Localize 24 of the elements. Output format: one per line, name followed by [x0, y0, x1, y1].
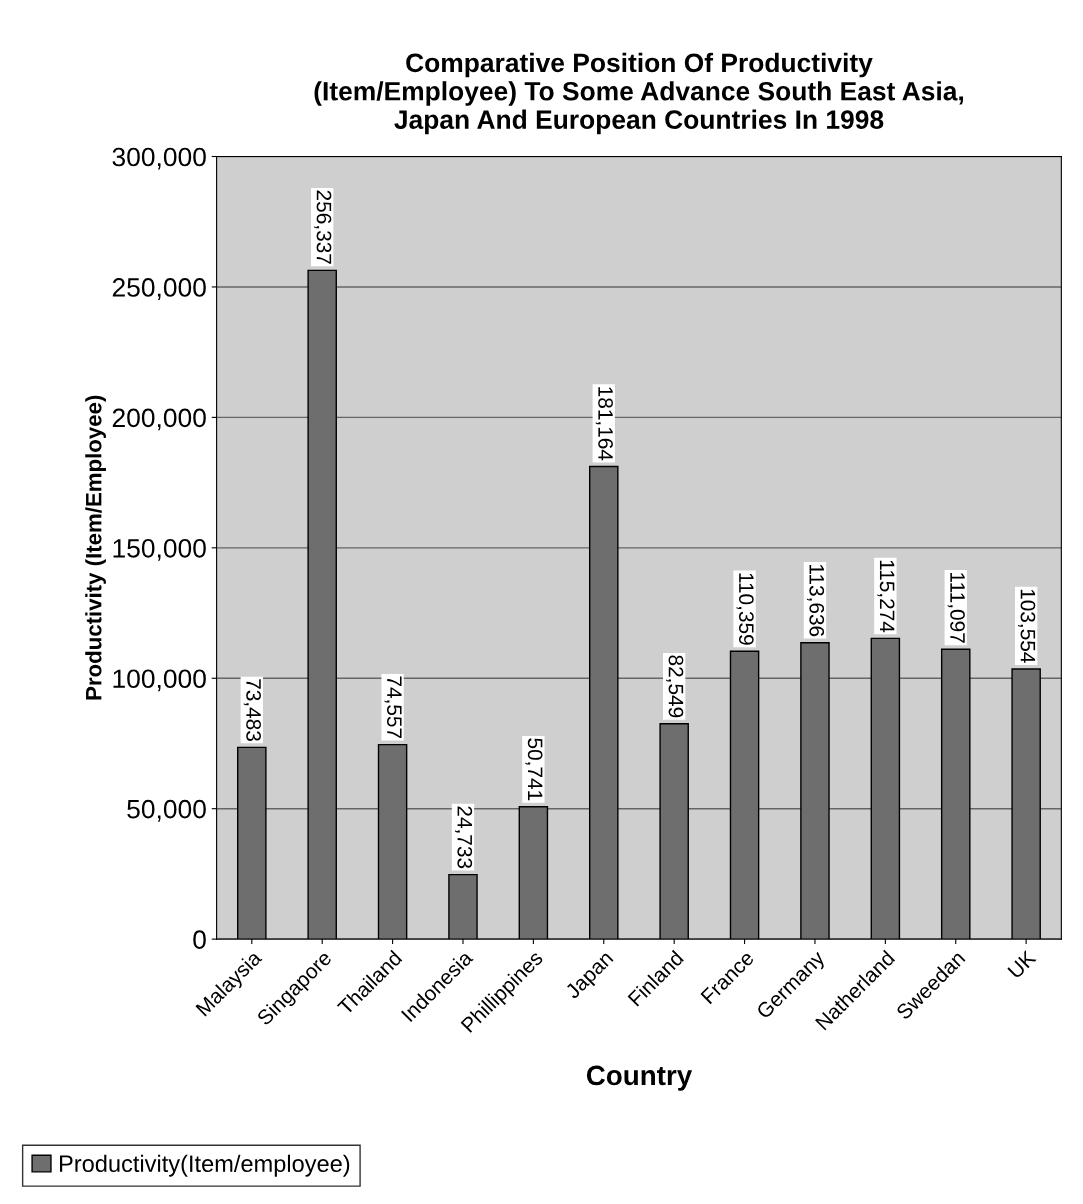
y-axis-title: Productivity (Item/Employee) [85, 395, 106, 700]
x-tick-label: UK [1007, 949, 1037, 979]
data-label: 50,741 [525, 738, 543, 801]
data-label: 181,164 [595, 387, 613, 461]
x-axis-title: Country [586, 1065, 693, 1091]
data-label: 113,636 [806, 564, 825, 637]
data-label: 103,554 [1018, 589, 1036, 663]
data-label: 256,337 [314, 190, 332, 264]
chart-title: Comparative Position Of Productivity (Item/Employee) To Some Advance South East Asia, Japan And European Countries In 1998 [314, 52, 963, 135]
data-label: 24,733 [454, 806, 473, 869]
data-label: 74,557 [384, 676, 402, 739]
y-tick-label: 300,000 [112, 147, 206, 170]
data-label: 111,097 [947, 573, 965, 643]
data-label: 110,359 [736, 573, 754, 645]
y-tick-label: 100,000 [113, 669, 206, 692]
data-label: 73,483 [243, 679, 261, 741]
y-tick-label: 150,000 [113, 538, 206, 561]
data-label: 115,274 [877, 560, 895, 633]
legend-label: Productivity(Item/employee) [59, 1154, 350, 1177]
y-tick-label: 200,000 [112, 408, 206, 431]
y-tick-label: 250,000 [112, 278, 206, 300]
y-tick-label: 0 [193, 930, 206, 949]
data-label: 82,549 [666, 655, 684, 718]
y-tick-label: 50,000 [127, 799, 206, 822]
